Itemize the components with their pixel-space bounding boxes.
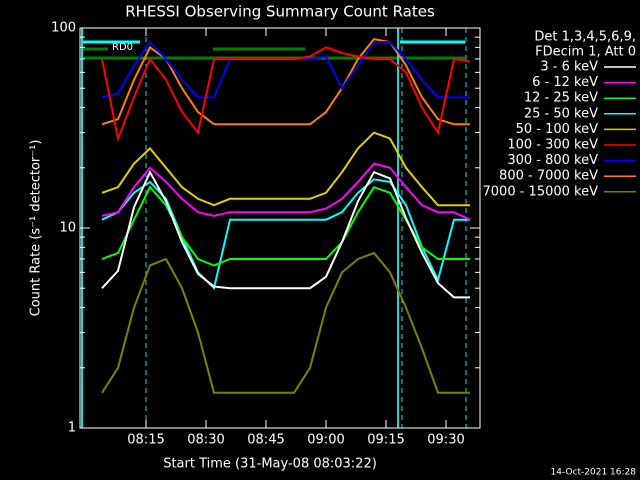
y-tick-label: 100	[51, 21, 76, 36]
legend-label: 300 - 800 keV	[507, 153, 598, 168]
axis-frame	[79, 27, 481, 429]
x-axis-label: Start Time (31-May-08 08:03:22)	[163, 457, 377, 472]
legend-label: 7000 - 15000 keV	[483, 184, 599, 199]
x-tick-label: 09:30	[427, 433, 464, 448]
x-tick-label: 08:30	[187, 433, 224, 448]
legend-label: 6 - 12 keV	[532, 75, 598, 90]
series-line	[101, 251, 470, 394]
legend-label: 12 - 25 keV	[524, 91, 598, 106]
y-tick-label: 1	[68, 421, 76, 436]
x-tick-label: 08:45	[247, 433, 284, 448]
y-tick-label: 10	[59, 221, 76, 236]
legend-label: 50 - 100 keV	[516, 122, 599, 137]
legend-label: 800 - 7000 keV	[499, 169, 598, 184]
x-tick-label: 08:15	[127, 433, 164, 448]
series-line	[101, 169, 470, 299]
legend-header: Det 1,3,4,5,6,9,	[534, 30, 636, 45]
series-line	[101, 162, 471, 221]
legend-label: 100 - 300 keV	[507, 138, 598, 153]
x-tick-label: 09:15	[367, 433, 404, 448]
legend-header: FDecim 1, Att 0	[535, 45, 636, 60]
plot-area	[81, 28, 471, 428]
series-line	[101, 38, 470, 126]
legend-label: 3 - 6 keV	[540, 60, 598, 75]
chart-title: RHESSI Observing Summary Count Rates	[125, 3, 435, 21]
series-line	[101, 131, 470, 207]
footer: 14-Oct-2021 16:28	[551, 468, 637, 478]
legend-label: 25 - 50 keV	[524, 106, 598, 121]
annotation: RD0	[112, 42, 133, 53]
series-line	[101, 46, 471, 143]
y-axis-label: Count Rate (s⁻¹ detector⁻¹)	[29, 140, 44, 317]
x-tick-label: 09:00	[307, 433, 344, 448]
